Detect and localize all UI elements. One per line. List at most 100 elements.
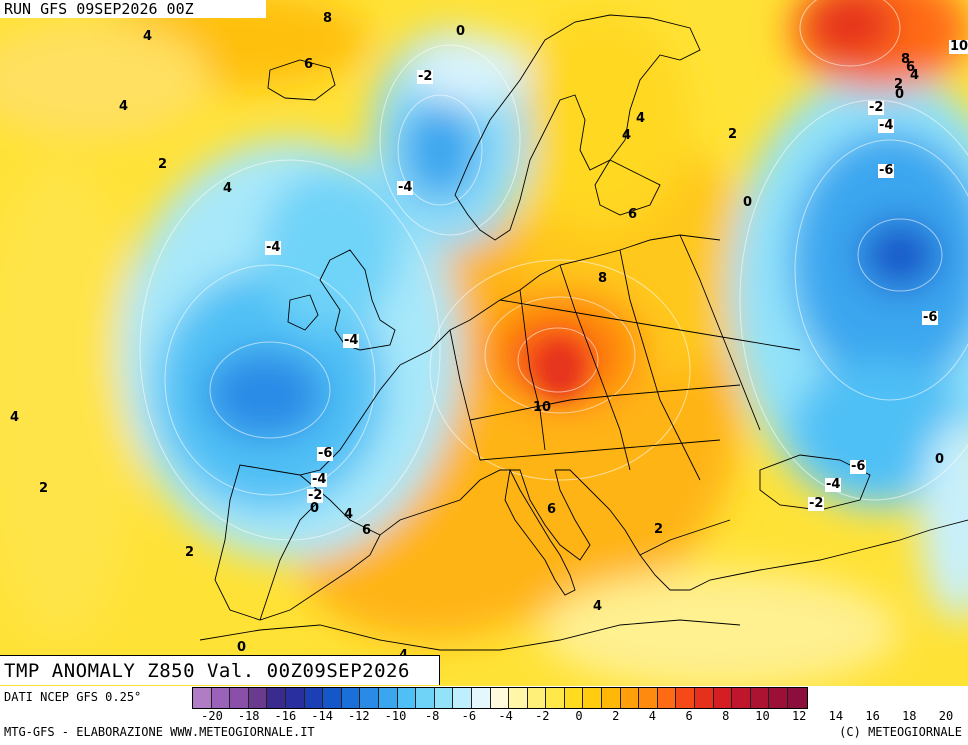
credit-left-label: MTG-GFS - ELABORAZIONE WWW.METEOGIORNALE…	[4, 725, 315, 739]
color-scale-bar	[192, 687, 808, 709]
coastal-detail	[538, 342, 582, 398]
color-scale-tick-label: 4	[648, 709, 657, 723]
contour-label: 4	[119, 99, 129, 114]
color-scale-cell	[676, 688, 696, 708]
contour-label: 8	[598, 271, 608, 286]
contour-label: 2	[728, 127, 738, 142]
contour-label: -2	[307, 488, 324, 503]
map-footer: DATI NCEP GFS 0.25° -20 -18 -16 -14 -12 -10 -8…	[0, 686, 968, 745]
contour-label: 6	[362, 523, 372, 538]
color-scale-tick-label: -20	[201, 709, 223, 723]
color-scale-cell	[230, 688, 249, 708]
color-scale-ticks: -20 -18 -16 -14 -12 -10 -8 -6 -4 -2 0 2 4 6 8 10 12 14 16 1…	[192, 709, 962, 723]
color-scale-cell	[397, 688, 417, 708]
color-scale-tick-label: 14	[828, 709, 844, 723]
contour-label: -2	[417, 69, 434, 84]
color-scale-cell	[509, 688, 528, 708]
color-scale-cell	[583, 688, 603, 708]
contour-label: -4	[825, 477, 842, 492]
map-title: TMP ANOMALY Z850 Val. 00Z09SEP2026	[0, 655, 440, 685]
color-scale-cell	[360, 688, 379, 708]
color-scale-tick-label: -4	[498, 709, 513, 723]
contour-label: -6	[922, 310, 939, 325]
contour-label: 6	[628, 207, 638, 222]
contour-label: 6	[547, 502, 557, 517]
color-scale-cell	[564, 688, 584, 708]
color-scale-cell	[620, 688, 640, 708]
color-scale-tick-label: 8	[722, 709, 730, 723]
color-scale-tick-label: 10	[755, 709, 770, 723]
color-scale-cell	[769, 688, 788, 708]
color-scale-tick-label: -2	[535, 709, 550, 723]
contour-label: -4	[265, 240, 282, 255]
color-scale-cell	[657, 688, 677, 708]
contour-label: 4	[10, 410, 20, 425]
color-scale-tick-label: 12	[791, 709, 807, 723]
color-scale-tick-label: -18	[237, 709, 260, 723]
color-scale-cell	[285, 688, 305, 708]
copyright-label: (C) METEOGIORNALE	[839, 725, 962, 739]
coastlines-and-borders	[199, 14, 968, 651]
color-scale-cell	[471, 688, 491, 708]
contour-label: 2	[185, 545, 195, 560]
color-scale-tick-label: 16	[865, 709, 880, 723]
color-scale-cell	[695, 688, 714, 708]
color-scale-cell	[546, 688, 565, 708]
data-source-label: DATI NCEP GFS 0.25°	[4, 690, 142, 704]
color-scale-cell	[193, 688, 212, 708]
contour-label: 0	[310, 501, 320, 516]
color-scale-cell	[788, 688, 807, 708]
contour-label: -6	[317, 446, 334, 461]
contour-label: 2	[654, 522, 664, 537]
contour-label: 0	[935, 452, 945, 467]
color-scale-cell	[639, 688, 658, 708]
model-run-label: RUN GFS 09SEP2026 00Z	[0, 0, 266, 18]
color-scale-cell	[304, 688, 324, 708]
contour-label: 4	[344, 507, 354, 522]
color-scale-cell	[713, 688, 733, 708]
contour-label: 4	[636, 111, 646, 126]
color-scale-tick-label: -8	[424, 709, 440, 723]
contour-label: 0	[743, 195, 753, 210]
color-scale-cell	[211, 688, 231, 708]
color-scale-tick-label: 2	[612, 709, 620, 723]
color-scale-cell	[248, 688, 268, 708]
contour-label: 0	[456, 24, 466, 39]
color-scale-cell	[341, 688, 361, 708]
contour-label: 4	[593, 599, 603, 614]
temperature-anomaly-map	[0, 0, 968, 686]
contour-label: -4	[343, 333, 360, 348]
contour-label: 2	[158, 157, 168, 172]
contour-label: -2	[808, 496, 825, 511]
contour-label: 6	[906, 60, 916, 75]
contour-label: 10	[949, 39, 968, 54]
color-scale-tick-label: -6	[461, 709, 477, 723]
color-scale-cell	[527, 688, 547, 708]
contour-label: 4	[143, 29, 153, 44]
color-scale-cell	[267, 688, 286, 708]
contour-label: 4	[910, 68, 920, 83]
contour-label: 2	[39, 481, 49, 496]
contour-label: 4	[223, 181, 233, 196]
color-scale-tick-label: 20	[938, 709, 954, 723]
contour-label: -6	[850, 459, 867, 474]
anomaly-field	[0, 0, 968, 686]
color-scale-cell	[378, 688, 398, 708]
contour-label: 2	[894, 77, 904, 92]
contour-label: -6	[878, 163, 895, 178]
contour-label: 4	[622, 128, 632, 143]
color-scale-tick-label: 0	[575, 709, 583, 723]
contour-label: 0	[237, 640, 247, 655]
contour-label: -4	[878, 118, 895, 133]
contour-label: -4	[397, 180, 414, 195]
color-scale-tick-label: 6	[685, 709, 693, 723]
color-scale-cell	[416, 688, 435, 708]
contour-label: -2	[868, 100, 885, 115]
color-scale-tick-label: 18	[902, 709, 917, 723]
color-scale-cell	[323, 688, 342, 708]
color-scale-tick-label: -10	[384, 709, 407, 723]
contour-label: 8	[901, 52, 911, 67]
contour-label: 6	[304, 57, 314, 72]
color-scale-tick-label: -14	[311, 709, 333, 723]
